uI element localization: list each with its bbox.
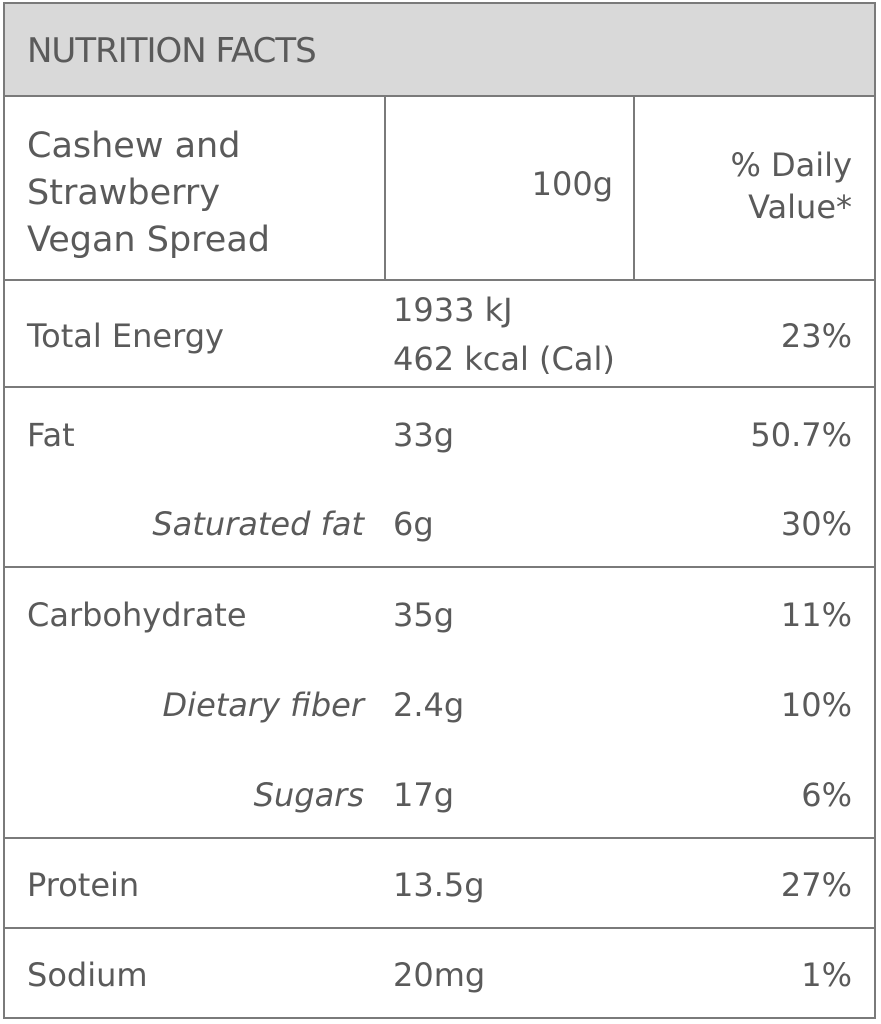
sugars-label: Sugars: [253, 776, 364, 814]
row-divider: [5, 386, 874, 388]
saturated-fat-daily-value: 30%: [780, 505, 852, 543]
carbohydrate-amount: 35g: [393, 596, 455, 634]
dietary-fiber-daily-value: 10%: [780, 686, 852, 724]
fat-daily-value: 50.7%: [750, 416, 852, 454]
carbohydrate-label: Carbohydrate: [27, 596, 247, 634]
product-name-line: Strawberry: [27, 173, 221, 213]
protein-amount: 13.5g: [393, 866, 485, 904]
row-divider: [5, 927, 874, 929]
daily-value-header: % Daily Value*: [730, 144, 852, 228]
sodium-label: Sodium: [27, 956, 148, 994]
daily-value-header-line: % Daily: [730, 146, 852, 184]
protein-daily-value: 27%: [780, 866, 852, 904]
serving-size: 100g: [531, 165, 613, 203]
carbohydrate-daily-value: 11%: [780, 596, 852, 634]
dietary-fiber-label: Dietary fiber: [162, 686, 364, 724]
product-row: Cashew and Strawberry Vegan Spread 100g …: [5, 97, 874, 281]
product-name-line: Vegan Spread: [27, 220, 270, 260]
row-divider: [5, 566, 874, 568]
sodium-daily-value: 1%: [801, 956, 852, 994]
header-bar: NUTRITION FACTS: [5, 4, 874, 97]
daily-value-header-line: Value*: [748, 188, 852, 226]
sodium-amount: 20mg: [393, 956, 486, 994]
page-title: NUTRITION FACTS: [27, 31, 317, 71]
fat-label: Fat: [27, 416, 75, 454]
column-divider: [633, 97, 635, 279]
nutrition-facts-panel: NUTRITION FACTS Cashew and Strawberry Ve…: [3, 2, 876, 1019]
protein-label: Protein: [27, 866, 140, 904]
energy-label: Total Energy: [27, 317, 224, 355]
dietary-fiber-amount: 2.4g: [393, 686, 465, 724]
product-name-line: Cashew and: [27, 126, 241, 166]
sugars-amount: 17g: [393, 776, 455, 814]
energy-amount-kcal: 462 kcal (Cal): [393, 340, 615, 378]
energy-amount-kj: 1933 kJ: [393, 291, 513, 329]
column-divider: [384, 97, 386, 279]
energy-daily-value: 23%: [780, 317, 852, 355]
row-divider: [5, 837, 874, 839]
fat-amount: 33g: [393, 416, 455, 454]
saturated-fat-amount: 6g: [393, 505, 434, 543]
product-name: Cashew and Strawberry Vegan Spread: [27, 123, 367, 264]
sugars-daily-value: 6%: [801, 776, 852, 814]
saturated-fat-label: Saturated fat: [152, 505, 364, 543]
